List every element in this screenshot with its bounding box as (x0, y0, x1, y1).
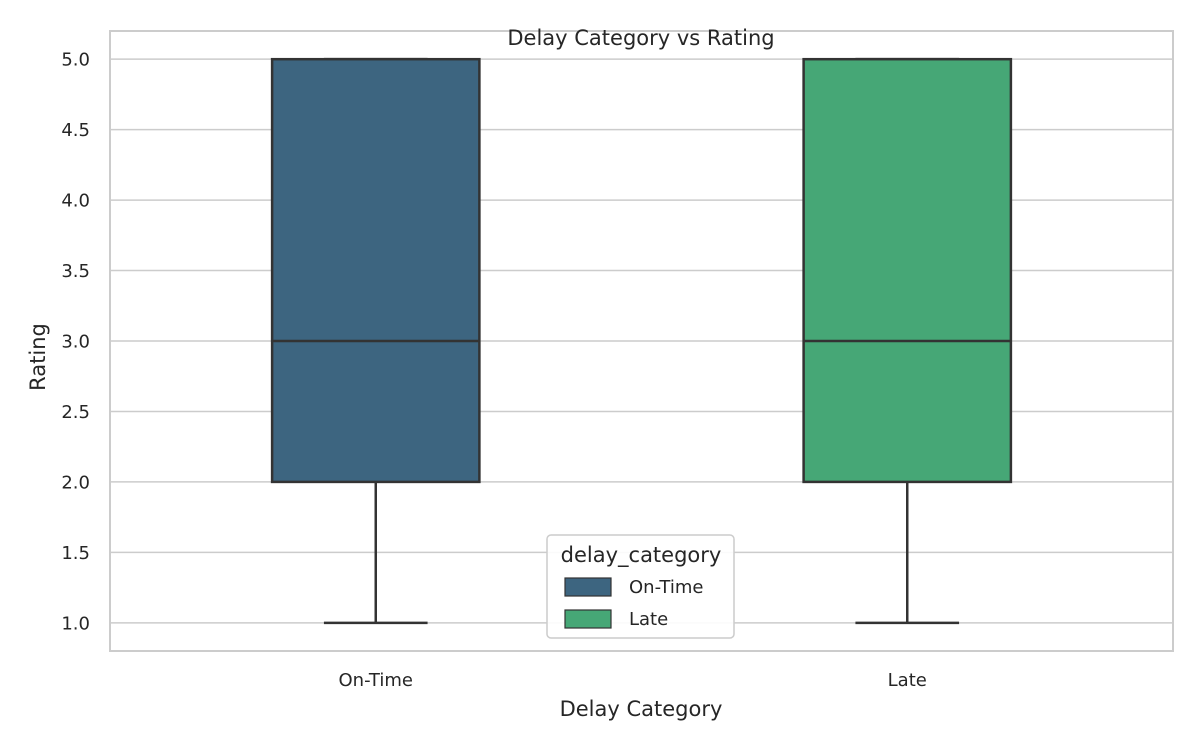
legend-title: delay_category (561, 543, 722, 568)
y-tick-label: 1.0 (61, 613, 90, 634)
box-late (802, 57, 1013, 625)
y-tick-label: 1.5 (61, 543, 90, 564)
legend-label: Late (629, 609, 668, 630)
legend-swatch (564, 609, 612, 629)
iqr-box (802, 57, 1013, 484)
x-axis-label: Delay Category (560, 697, 723, 721)
x-tick-label: On-Time (339, 670, 413, 691)
y-tick-labels: 1.0 1.5 2.0 2.5 3.0 3.5 4.0 4.5 5.0 (61, 50, 90, 635)
legend: delay_category On-Time Late (546, 534, 735, 639)
chart-title: Delay Category vs Rating (507, 26, 774, 50)
legend-swatch (564, 577, 612, 597)
y-tick-label: 5.0 (61, 50, 90, 71)
x-tick-labels: On-Time Late (339, 670, 927, 691)
legend-label: On-Time (629, 577, 703, 598)
box-on-time (270, 57, 481, 625)
y-tick-label: 3.0 (61, 332, 90, 353)
y-tick-label: 4.0 (61, 191, 90, 212)
y-tick-label: 2.5 (61, 402, 90, 423)
y-axis-label: Rating (26, 323, 50, 391)
y-tick-label: 4.5 (61, 120, 90, 141)
boxes-layer (270, 57, 1013, 625)
y-tick-label: 2.0 (61, 472, 90, 493)
plot-frame (109, 30, 1174, 652)
iqr-box (270, 57, 481, 484)
x-tick-label: Late (888, 670, 927, 691)
y-tick-label: 3.5 (61, 261, 90, 282)
